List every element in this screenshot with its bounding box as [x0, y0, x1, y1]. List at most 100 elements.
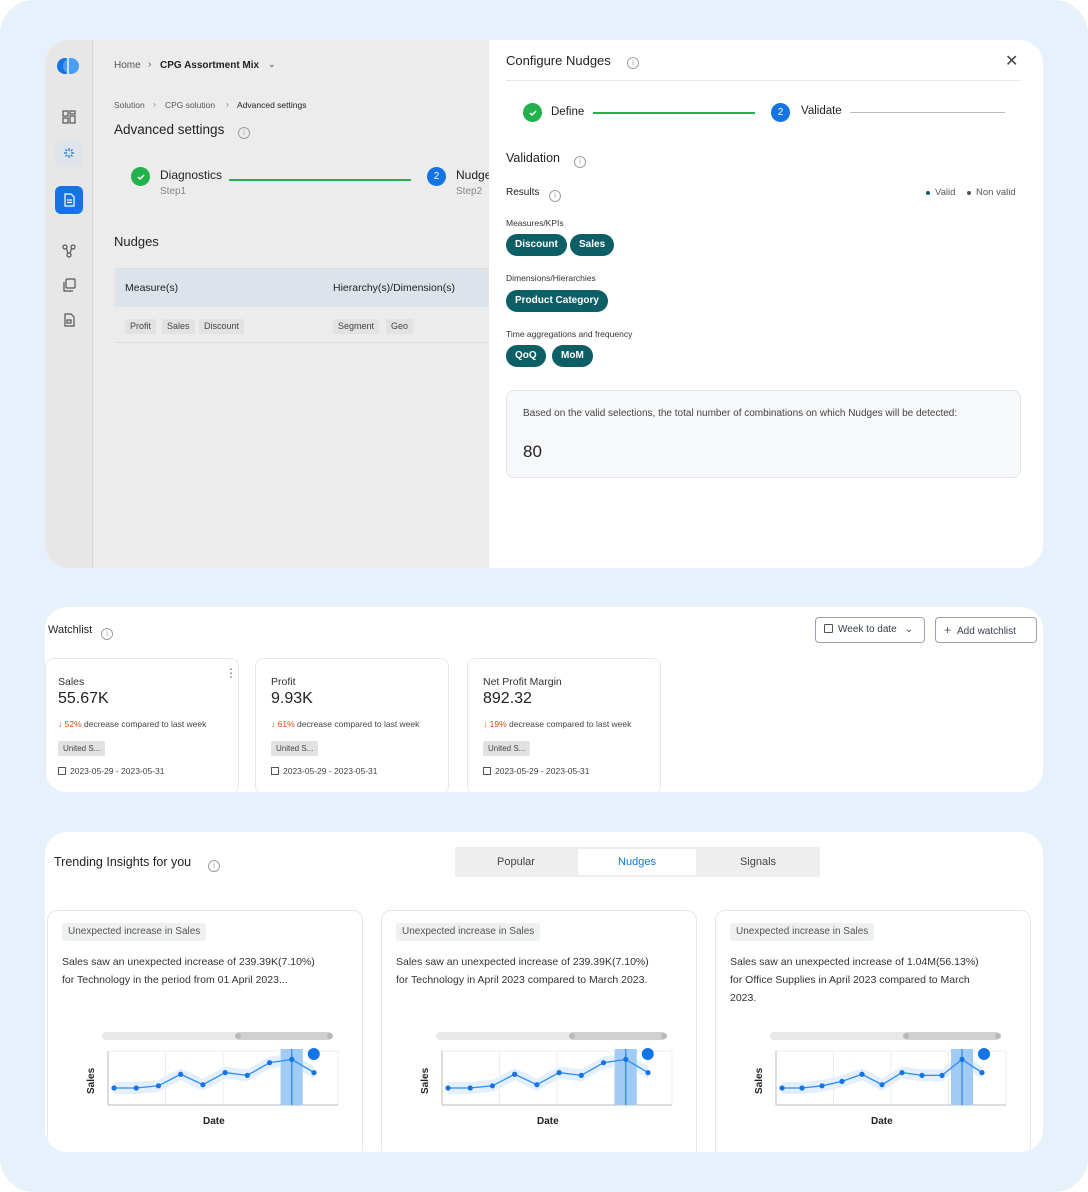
step-define[interactable]: Define — [551, 106, 585, 118]
chart-series-line — [114, 1058, 315, 1089]
dashboard-icon[interactable] — [55, 103, 83, 131]
insight-card[interactable]: Unexpected increase in Sales Sales saw a… — [47, 910, 363, 1152]
chart-scrollbar-handle — [235, 1033, 241, 1039]
insight-chart[interactable]: Date Sales — [410, 1029, 680, 1129]
watchlist-panel: Watchlist i Week to date ⌄ + Add watchlist… — [45, 607, 1043, 792]
measure-pill-discount[interactable]: Discount — [506, 234, 567, 256]
step-connector — [593, 112, 755, 114]
card-dates: 2023-05-29 - 2023-05-31 — [483, 766, 590, 776]
info-icon[interactable]: i — [574, 153, 586, 171]
column-header-hierarchy: Hierarchy(s)/Dimension(s) — [333, 282, 455, 294]
chart-point — [556, 1070, 562, 1076]
step1-title[interactable]: Diagnostics — [160, 168, 223, 182]
chart-point — [623, 1056, 629, 1062]
calendar-icon — [483, 767, 491, 775]
date-range-button[interactable]: Week to date ⌄ — [815, 617, 925, 643]
measures-label: Measures/KPIs — [506, 218, 564, 228]
info-icon[interactable]: i — [208, 857, 220, 875]
chevron-down-icon: ⌄ — [904, 624, 914, 635]
chart-scrollbar-handle — [569, 1033, 575, 1039]
close-icon[interactable]: ✕ — [1005, 53, 1019, 70]
watchlist-card[interactable]: Net Profit Margin 892.32 ↓ 19% decrease … — [467, 658, 661, 792]
insight-tag: Unexpected increase in Sales — [62, 923, 207, 941]
dimension-pill-product-category[interactable]: Product Category — [506, 290, 608, 312]
chevron-down-icon[interactable]: ⌄ — [268, 59, 276, 69]
chart-scrollbar-thumb — [570, 1032, 666, 1040]
card-label: Net Profit Margin — [483, 676, 562, 688]
step1-subtitle: Step1 — [160, 186, 187, 197]
insight-chart[interactable]: Date Sales — [744, 1029, 1014, 1129]
breadcrumb-cpg-solution[interactable]: CPG solution — [165, 100, 216, 110]
legend-nonvalid-dot — [967, 191, 971, 195]
info-icon[interactable]: i — [549, 187, 561, 205]
time-pill-qoq[interactable]: QoQ — [506, 345, 546, 367]
step2-title[interactable]: Nudge — [456, 168, 492, 182]
chart-point — [534, 1082, 540, 1088]
add-watchlist-label: Add watchlist — [957, 626, 1016, 637]
chart-point — [289, 1056, 295, 1062]
card-dates: 2023-05-29 - 2023-05-31 — [58, 766, 165, 776]
chart-point — [939, 1072, 945, 1078]
advanced-settings-panel: Home › CPG Assortment Mix ⌄ Solution › C… — [45, 40, 1043, 568]
more-vertical-icon[interactable]: ⋮ — [225, 666, 237, 680]
step-validate[interactable]: Validate — [801, 105, 842, 117]
card-label: Sales — [58, 676, 85, 688]
trending-title: Trending Insights for you — [54, 855, 192, 869]
insight-description: Sales saw an unexpected increase of 239.… — [62, 953, 352, 989]
dimension-chip: Geo — [386, 319, 414, 334]
chart-point — [489, 1083, 496, 1089]
chevron-right-icon: › — [153, 99, 156, 109]
info-icon[interactable]: i — [627, 54, 639, 72]
chart-point — [979, 1070, 985, 1076]
tab-popular[interactable]: Popular — [497, 856, 535, 868]
chart-y-label: Sales — [754, 1067, 765, 1094]
card-value: 892.32 — [483, 690, 532, 707]
network-icon[interactable] — [55, 237, 83, 265]
home-link[interactable]: Home — [114, 60, 141, 71]
tab-nudges[interactable]: Nudges — [578, 849, 696, 875]
card-label: Profit — [271, 676, 296, 688]
insight-line: for Technology in April 2023 compared to… — [396, 974, 648, 986]
table-header — [115, 269, 489, 307]
document-icon[interactable] — [55, 186, 83, 214]
insight-card[interactable]: Unexpected increase in Sales Sales saw a… — [381, 910, 697, 1152]
measure-pill-sales[interactable]: Sales — [570, 234, 615, 256]
watchlist-card[interactable]: Profit 9.93K ↓ 61% decrease compared to … — [255, 658, 449, 792]
tab-signals[interactable]: Signals — [739, 856, 777, 868]
project-selector[interactable]: CPG Assortment Mix — [160, 60, 260, 71]
step-connector — [229, 179, 411, 181]
info-icon[interactable]: i — [238, 124, 250, 142]
chart-y-label: Sales — [420, 1067, 431, 1094]
dimension-chip: Segment — [333, 319, 380, 334]
region-chip: United S... — [483, 741, 531, 756]
info-icon[interactable]: i — [101, 625, 113, 643]
chart-point — [779, 1085, 785, 1091]
summary-text: Based on the valid selections, the total… — [523, 408, 958, 419]
time-pill-mom[interactable]: MoM — [552, 345, 593, 367]
chart-point — [600, 1060, 607, 1066]
app-logo-icon[interactable] — [57, 57, 79, 75]
chevron-right-icon: › — [226, 99, 229, 109]
card-change: ↓ 19% decrease compared to last week — [483, 719, 631, 729]
chart-point — [859, 1071, 865, 1077]
chart-scrollbar-thumb — [904, 1032, 1000, 1040]
watchlist-card[interactable]: Sales ⋮ 55.67K ↓ 52% decrease compared t… — [45, 658, 239, 792]
chart-point — [899, 1070, 905, 1076]
measure-chip: Discount — [199, 319, 245, 334]
report-icon[interactable] — [55, 306, 83, 334]
results-label: Results — [506, 187, 540, 198]
measure-chip: Sales — [162, 319, 195, 334]
left-rail — [45, 40, 93, 568]
copy-icon[interactable] — [55, 271, 83, 299]
insight-chart[interactable]: Date Sales — [76, 1029, 346, 1129]
validation-title: Validation — [506, 151, 560, 165]
insight-card[interactable]: Unexpected increase in Sales Sales saw a… — [715, 910, 1031, 1152]
sparkle-icon[interactable] — [55, 139, 83, 167]
row-divider — [115, 342, 489, 343]
chart-point — [839, 1078, 845, 1084]
breadcrumb-current: Advanced settings — [237, 100, 307, 110]
insight-tag: Unexpected increase in Sales — [730, 923, 875, 941]
chart-point — [512, 1071, 518, 1077]
breadcrumb-solution[interactable]: Solution — [114, 100, 145, 110]
add-watchlist-button[interactable]: + Add watchlist — [935, 617, 1037, 643]
